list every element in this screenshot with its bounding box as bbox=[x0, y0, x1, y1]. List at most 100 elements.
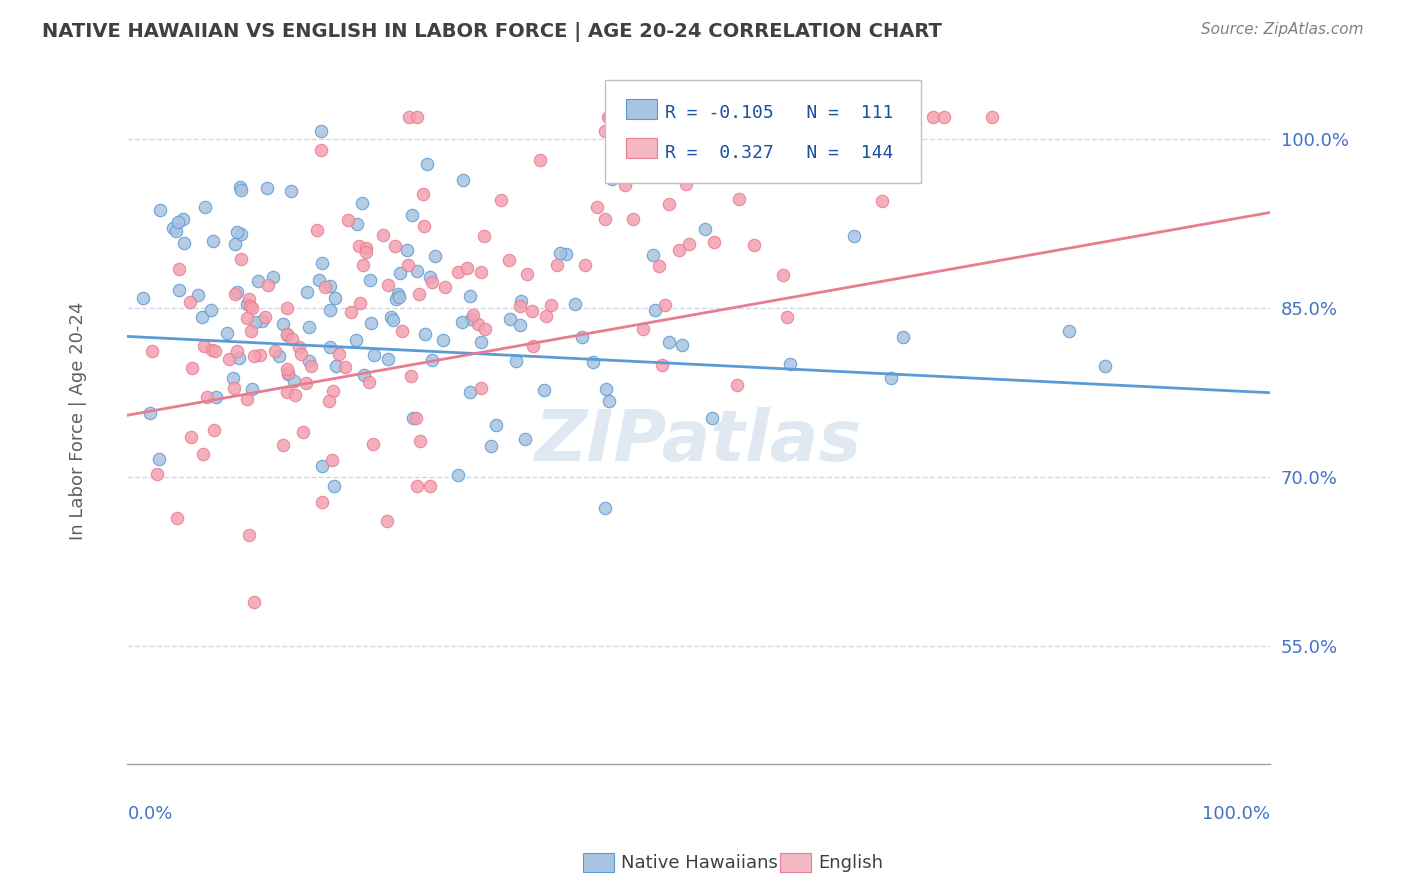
Point bbox=[166, 511, 188, 525]
Point bbox=[319, 340, 342, 354]
Point bbox=[190, 310, 212, 324]
Point bbox=[508, 299, 530, 313]
Point bbox=[702, 235, 724, 249]
Point bbox=[574, 258, 596, 272]
Point bbox=[662, 162, 685, 177]
Point bbox=[644, 158, 666, 172]
Point bbox=[474, 322, 496, 336]
Point bbox=[314, 280, 336, 294]
Point bbox=[229, 180, 252, 194]
Point bbox=[201, 235, 224, 249]
Point bbox=[842, 228, 865, 243]
Point bbox=[239, 299, 262, 313]
Point bbox=[325, 359, 347, 373]
Point bbox=[485, 418, 508, 433]
Point bbox=[675, 178, 697, 192]
Point bbox=[149, 202, 172, 217]
Point bbox=[377, 278, 399, 293]
Point bbox=[187, 288, 209, 302]
Point bbox=[384, 239, 406, 253]
Point bbox=[363, 348, 385, 362]
Point bbox=[1094, 359, 1116, 373]
Point bbox=[349, 296, 371, 310]
Text: 100.0%: 100.0% bbox=[1202, 805, 1270, 823]
Point bbox=[276, 326, 298, 341]
Point bbox=[693, 222, 716, 236]
Point bbox=[262, 270, 284, 285]
Point bbox=[602, 172, 624, 186]
Point bbox=[218, 352, 240, 367]
Point bbox=[201, 343, 224, 357]
Point bbox=[730, 110, 752, 124]
Point bbox=[373, 227, 395, 242]
Point bbox=[245, 315, 267, 329]
Point bbox=[425, 249, 447, 263]
Point bbox=[281, 332, 304, 346]
Text: English: English bbox=[818, 854, 883, 871]
Point bbox=[295, 285, 318, 299]
Text: In Labor Force | Age 20-24: In Labor Force | Age 20-24 bbox=[69, 301, 87, 540]
Point bbox=[217, 326, 239, 340]
Point bbox=[533, 383, 555, 397]
Point bbox=[288, 340, 311, 354]
Point bbox=[681, 110, 703, 124]
Point bbox=[307, 223, 329, 237]
Point bbox=[505, 354, 527, 368]
Point bbox=[399, 369, 422, 384]
Point bbox=[269, 349, 291, 363]
Point bbox=[451, 172, 474, 186]
Point bbox=[585, 200, 607, 214]
Point bbox=[433, 279, 456, 293]
Point bbox=[298, 320, 321, 334]
Point bbox=[678, 236, 700, 251]
Point bbox=[382, 313, 405, 327]
Point bbox=[880, 371, 903, 385]
Point bbox=[165, 224, 187, 238]
Point bbox=[593, 124, 616, 138]
Point bbox=[200, 303, 222, 318]
Point bbox=[318, 393, 340, 408]
Point bbox=[783, 110, 806, 124]
Point bbox=[352, 195, 374, 210]
Point bbox=[412, 186, 434, 201]
Point bbox=[794, 128, 817, 142]
Point bbox=[509, 318, 531, 332]
Point bbox=[277, 366, 299, 380]
Point bbox=[319, 303, 342, 318]
Point bbox=[311, 256, 333, 270]
Point bbox=[515, 432, 537, 446]
Point bbox=[470, 334, 492, 349]
Point bbox=[848, 110, 870, 124]
Point bbox=[319, 278, 342, 293]
Point bbox=[447, 265, 470, 279]
Point bbox=[412, 219, 434, 234]
Point bbox=[540, 298, 562, 312]
Point bbox=[195, 390, 218, 404]
Point bbox=[224, 236, 246, 251]
Point bbox=[276, 384, 298, 399]
Point bbox=[405, 411, 427, 425]
Point bbox=[239, 324, 262, 338]
Point bbox=[360, 316, 382, 330]
Point bbox=[283, 374, 305, 388]
Point bbox=[432, 334, 454, 348]
Point bbox=[406, 110, 429, 124]
Point bbox=[835, 110, 858, 124]
Point bbox=[554, 247, 576, 261]
Point bbox=[225, 285, 247, 300]
Point bbox=[240, 382, 263, 396]
Point bbox=[522, 339, 544, 353]
Point bbox=[204, 390, 226, 404]
Point bbox=[221, 371, 243, 385]
Point bbox=[644, 302, 666, 317]
Point bbox=[284, 388, 307, 402]
Point bbox=[257, 277, 280, 292]
Point bbox=[172, 211, 194, 226]
Text: 0.0%: 0.0% bbox=[128, 805, 173, 823]
Point bbox=[536, 309, 558, 323]
Point bbox=[391, 324, 413, 338]
Point bbox=[668, 243, 690, 257]
Point bbox=[347, 239, 370, 253]
Point bbox=[193, 339, 215, 353]
Text: Native Hawaiians: Native Hawaiians bbox=[621, 854, 779, 871]
